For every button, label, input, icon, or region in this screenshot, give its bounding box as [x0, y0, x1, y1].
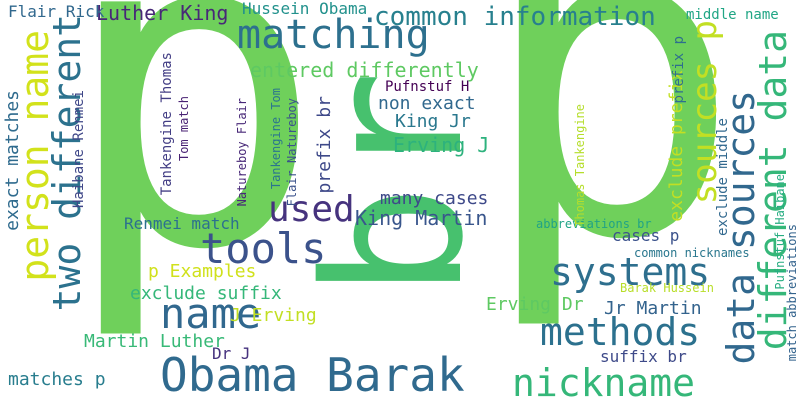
- word-tankengine-tom: Tankengine Tom: [269, 88, 283, 190]
- word-thomas-tankengine: Thomas Tankengine: [573, 104, 587, 227]
- word-natureboy-flair: Natureboy Flair: [235, 98, 249, 207]
- word-obama-barak: Obama Barak: [160, 348, 465, 400]
- word-p-right: p: [478, 0, 743, 336]
- word-systems: systems: [550, 250, 711, 294]
- word-p-left: p: [60, 0, 325, 346]
- word-name: name: [160, 289, 262, 338]
- word-many-cases: many cases: [380, 188, 489, 209]
- word-suffix-br: suffix br: [600, 347, 687, 366]
- word-haibane-renmei: Haibane Renmei: [71, 90, 87, 209]
- word-dr-j: Dr J: [212, 344, 251, 363]
- word-common-nicknames: common nicknames: [634, 246, 750, 260]
- word-king-jr: King Jr: [395, 111, 471, 132]
- word-tankengine-thomas: Tankengine Thomas: [159, 52, 175, 196]
- word-abbreviations-br: abbreviations br: [536, 217, 652, 231]
- word-entered-differently: entered differently: [250, 58, 479, 82]
- word-renmei-match: Renmei match: [124, 214, 240, 233]
- word-middle-name: middle name: [686, 7, 779, 23]
- word-martin-luther: Martin Luther: [84, 331, 225, 352]
- word-hussein-obama: Hussein Obama: [242, 0, 368, 18]
- word-tools: tools: [200, 224, 327, 273]
- word-pufnstuf-haibane: Pufnstuf Haibane: [773, 174, 787, 290]
- word-flair-rick: Flair Rick: [8, 2, 105, 21]
- word-exclude-suffix: exclude suffix: [130, 283, 282, 304]
- word-exact-matches: exact matches: [2, 90, 23, 231]
- word-flair-natureboy: Flair Natureboy: [285, 98, 299, 207]
- word-j-erving: J Erving: [230, 305, 317, 326]
- word-matches-p: matches p: [8, 369, 106, 390]
- word-jr-martin: Jr Martin: [604, 298, 702, 319]
- word-common-information: common information: [374, 2, 656, 32]
- word-non-exact: non exact: [378, 93, 476, 114]
- word-used: used: [268, 189, 355, 230]
- word-matching: matching: [237, 12, 430, 58]
- word-methods: methods: [540, 310, 701, 354]
- word-exclude-middle: exclude middle: [715, 118, 731, 237]
- word-erving-j: Erving J: [393, 133, 490, 157]
- word-tom-match: Tom match: [177, 96, 191, 162]
- word-luther-king: Luther King: [96, 1, 229, 25]
- word-match-abbreviations: match abbreviations: [785, 224, 799, 362]
- word-nickname: nickname: [512, 361, 696, 400]
- word-prefix-br: prefix br: [314, 96, 335, 194]
- word-pufnstuf-h: Pufnstuf H: [385, 79, 470, 95]
- word-cases-p: cases p: [612, 226, 680, 245]
- word-p-examples: p Examples: [148, 261, 257, 282]
- word-prefix-p: prefix p: [671, 36, 687, 104]
- word-erving-dr: Erving Dr: [486, 294, 584, 315]
- word-barak-hussein: Barak Hussein: [620, 281, 714, 295]
- word-king-martin: King Martin: [355, 206, 488, 230]
